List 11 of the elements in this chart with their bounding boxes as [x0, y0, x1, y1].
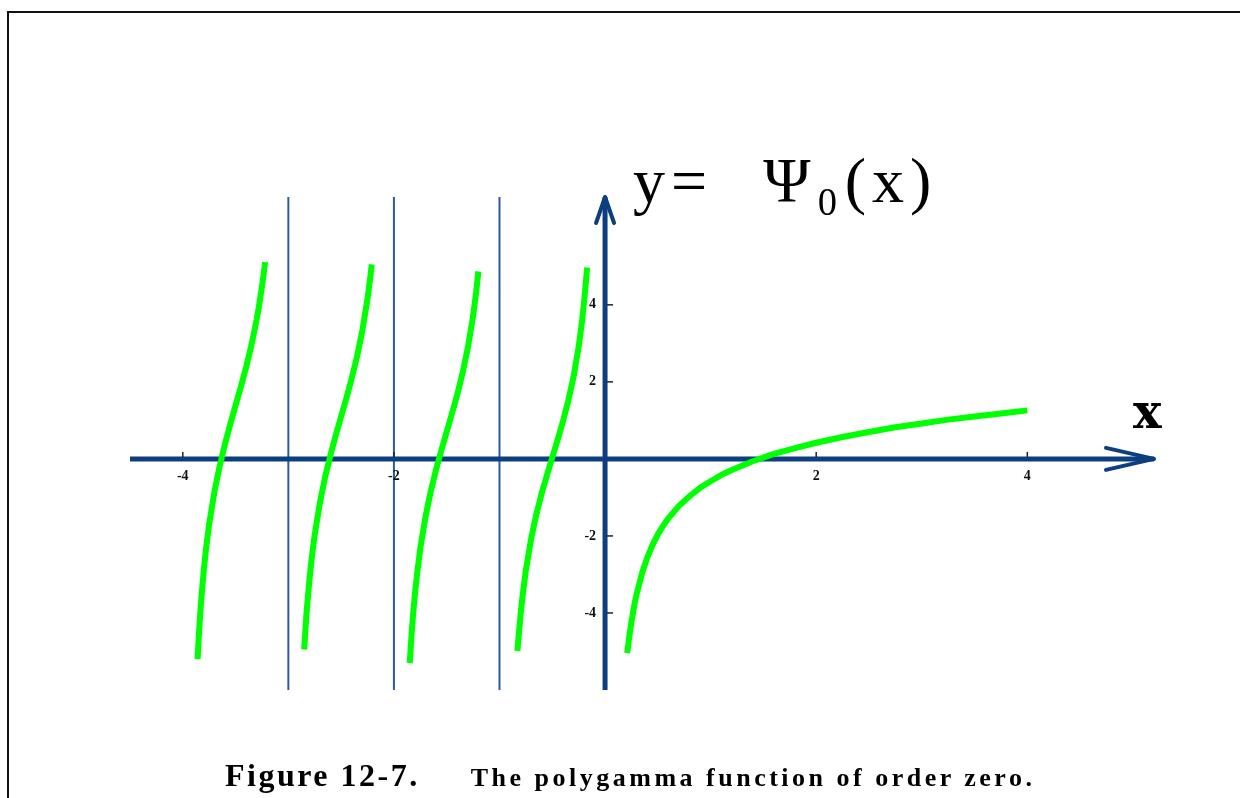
y-axis-title: y= Ψ₀(x) [633, 145, 938, 216]
y-tick-label: 2 [589, 373, 597, 389]
x-tick-label: -4 [176, 467, 189, 483]
x-tick-label: 2 [812, 467, 820, 483]
x-axis-title: x [1133, 382, 1162, 439]
y-tick-label: 4 [589, 296, 597, 312]
text: Figure 12-7. [225, 757, 420, 794]
text: The polygamma function of order zero. [470, 763, 1036, 793]
x-tick-label: 4 [1023, 467, 1031, 483]
y-tick-label: -2 [584, 527, 597, 543]
y-tick-label: -4 [584, 604, 597, 620]
